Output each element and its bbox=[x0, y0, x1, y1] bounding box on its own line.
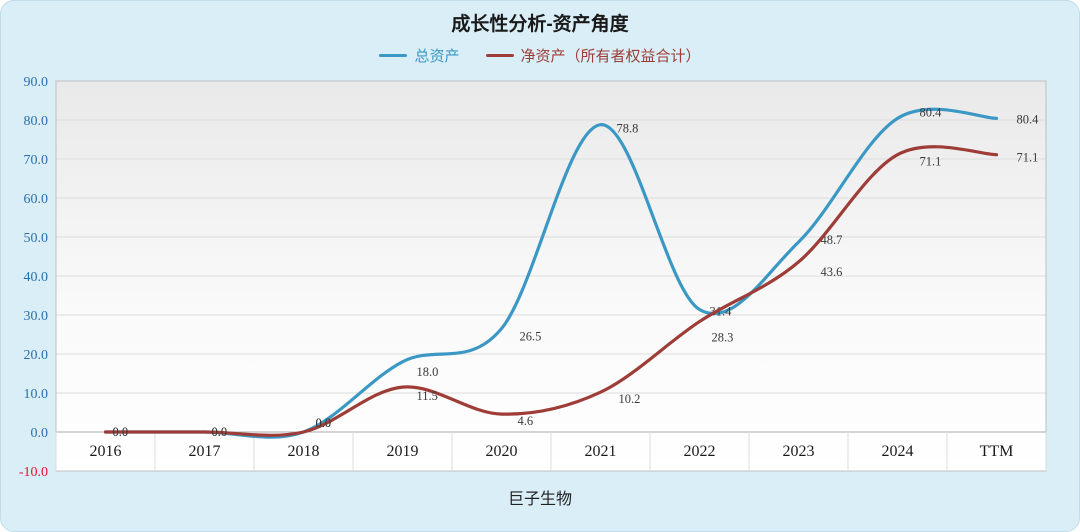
legend-line-swatch-net-assets bbox=[485, 53, 514, 57]
x-tick-label: 2016 bbox=[90, 443, 122, 460]
data-label: 26.5 bbox=[520, 330, 542, 344]
data-label: 0.0 bbox=[113, 425, 129, 439]
data-label: 71.1 bbox=[920, 155, 942, 169]
y-tick-label: 10.0 bbox=[24, 387, 49, 402]
x-tick-label: 2021 bbox=[585, 443, 617, 460]
x-tick-label: 2017 bbox=[189, 443, 221, 460]
data-label: 43.6 bbox=[821, 265, 843, 279]
data-label: 0.0 bbox=[316, 416, 332, 430]
data-label: 11.5 bbox=[417, 389, 438, 403]
x-tick-label: 2018 bbox=[288, 443, 320, 460]
y-tick-label: 30.0 bbox=[24, 309, 49, 324]
legend-label-net-assets: 净资产（所有者权益合计） bbox=[520, 47, 701, 65]
y-tick-label: 70.0 bbox=[24, 153, 49, 168]
data-label: 48.7 bbox=[821, 233, 843, 247]
y-tick-label: 40.0 bbox=[24, 270, 49, 285]
line-chart-plot: -10.0 0.0 10.0 20.0 30.0 40.0 50.0 60.0 70.0 80.0… bbox=[19, 75, 1047, 480]
x-tick-label: 2024 bbox=[882, 443, 914, 460]
y-tick-label: 0.0 bbox=[31, 426, 49, 441]
net-assets-line bbox=[103, 145, 999, 437]
data-label: 71.1 bbox=[1017, 151, 1039, 165]
x-tick-label: 2023 bbox=[783, 443, 815, 460]
legend-line-swatch-total-assets bbox=[379, 53, 408, 57]
data-label: 0.0 bbox=[212, 425, 228, 439]
data-label: 78.8 bbox=[617, 122, 639, 136]
y-tick-label: 60.0 bbox=[24, 192, 49, 207]
chart-title: 成长性分析-资产角度 bbox=[451, 14, 629, 35]
y-tick-label: 80.0 bbox=[24, 114, 49, 129]
y-tick-label: 20.0 bbox=[24, 348, 49, 363]
legend-label-total-assets: 总资产 bbox=[414, 47, 460, 65]
data-label: 31.4 bbox=[710, 305, 733, 319]
legend-item-total-assets: 总资产 bbox=[379, 45, 460, 66]
x-tick-label: TTM bbox=[980, 443, 1014, 460]
data-label: 80.4 bbox=[920, 105, 943, 119]
y-tick-label: -10.0 bbox=[19, 465, 48, 480]
x-tick-label: 2019 bbox=[387, 443, 419, 460]
y-tick-label: 50.0 bbox=[24, 231, 49, 246]
chart-legend: 总资产 净资产（所有者权益合计） bbox=[1, 39, 1079, 71]
data-label: 18.0 bbox=[417, 365, 439, 379]
x-tick-label: 2020 bbox=[486, 443, 518, 460]
data-label: 28.3 bbox=[712, 331, 734, 345]
data-label: 80.4 bbox=[1017, 112, 1040, 126]
x-tick-label: 2022 bbox=[684, 443, 716, 460]
x-axis-footer-label: 巨子生物 bbox=[507, 491, 572, 508]
data-label: 10.2 bbox=[619, 392, 641, 406]
data-label: 4.6 bbox=[518, 414, 534, 428]
legend-item-net-assets: 净资产（所有者权益合计） bbox=[485, 45, 701, 66]
y-tick-label: 90.0 bbox=[24, 75, 49, 90]
